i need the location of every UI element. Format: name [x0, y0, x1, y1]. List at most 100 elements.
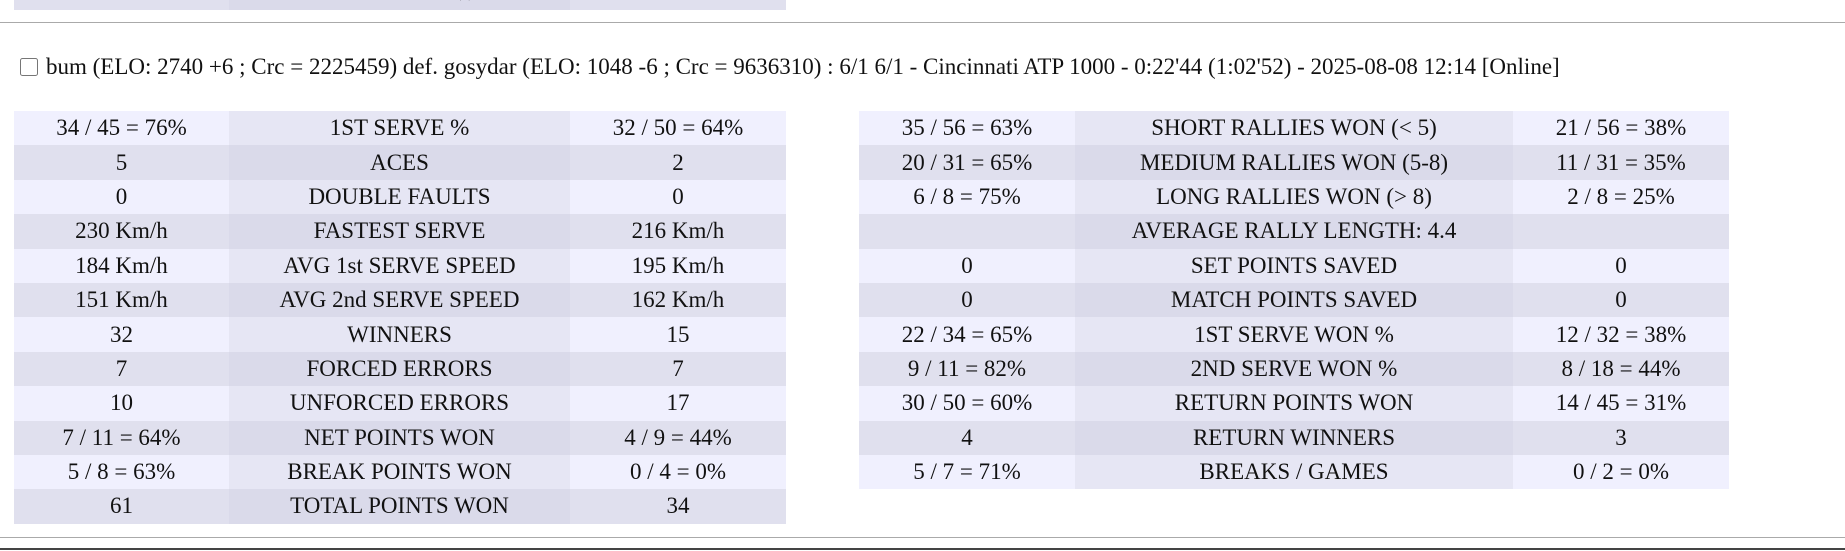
cell: 34 / 45 = 76% — [14, 111, 229, 146]
cell: 230 Km/h — [14, 214, 229, 249]
stats-row: 0 SET POINTS SAVED 0 — [859, 248, 1729, 283]
cell: 162 Km/h — [570, 282, 786, 318]
stats-row: 5 / 7 = 71% BREAKS / GAMES 0 / 2 = 0% — [859, 454, 1729, 490]
stats-row: 22 / 34 = 65% 1ST SERVE WON % 12 / 32 = 38… — [859, 317, 1729, 352]
cell: 0 — [570, 179, 786, 215]
stats-row: 32 WINNERS 15 — [14, 317, 786, 352]
cell: 151 Km/h — [14, 282, 229, 318]
cell: 0 / 2 = 0% — [1513, 454, 1729, 490]
cell: BREAKS / GAMES — [1075, 454, 1513, 490]
cell: 0 — [1513, 248, 1729, 283]
cell: FASTEST SERVE — [229, 214, 570, 249]
stats-row: 5 ACES 2 — [14, 145, 786, 180]
cell: SET POINTS SAVED — [1075, 248, 1513, 283]
cell: DOUBLE FAULTS — [229, 179, 570, 215]
divider — [0, 548, 1845, 550]
cell: RETURN WINNERS — [1075, 420, 1513, 455]
cell: TOTAL POINTS WON — [229, 0, 570, 11]
stats-row: 5 / 8 = 63% BREAK POINTS WON 0 / 4 = 0% — [14, 454, 786, 490]
cell: MATCH POINTS SAVED — [1075, 282, 1513, 318]
stats-row: 151 Km/h AVG 2nd SERVE SPEED 162 Km/h — [14, 282, 786, 318]
cell: 1ST SERVE % — [229, 111, 570, 146]
match-header: bum (ELO: 2740 +6 ; Crc = 2225459) def. … — [20, 54, 1560, 80]
cell: 35 / 56 = 63% — [859, 111, 1075, 146]
stats-row: 35 / 56 = 63% SHORT RALLIES WON (< 5) 21 /… — [859, 111, 1729, 146]
cell: 22 / 34 = 65% — [859, 317, 1075, 352]
cell: 1ST SERVE WON % — [1075, 317, 1513, 352]
cell: 8 / 18 = 44% — [1513, 351, 1729, 387]
cell: TOTAL POINTS WON — [229, 489, 570, 524]
cell: 3 — [1513, 420, 1729, 455]
stats-row: 30 / 50 = 60% RETURN POINTS WON 14 / 45 = … — [859, 386, 1729, 421]
cell: FORCED ERRORS — [229, 351, 570, 387]
cell: 2 / 8 = 25% — [1513, 179, 1729, 215]
select-checkbox[interactable] — [20, 58, 38, 76]
cell: 216 Km/h — [570, 214, 786, 249]
divider — [0, 22, 1845, 23]
stats-row: 184 Km/h AVG 1st SERVE SPEED 195 Km/h — [14, 248, 786, 283]
cell: 5 / 8 = 63% — [14, 454, 229, 490]
stats-row: 9 / 11 = 82% 2ND SERVE WON % 8 / 18 = 44% — [859, 351, 1729, 387]
cell: 14 / 45 = 31% — [1513, 386, 1729, 421]
cell: 61 — [14, 489, 229, 524]
cell: 5 — [14, 145, 229, 180]
cell: AVERAGE RALLY LENGTH: 4.4 — [1075, 214, 1513, 249]
cell: 12 / 32 = 38% — [1513, 317, 1729, 352]
cell: 17 — [570, 386, 786, 421]
cell: 10 — [14, 386, 229, 421]
cell: 0 — [14, 179, 229, 215]
stats-row: 34 / 45 = 76% 1ST SERVE % 32 / 50 = 64% — [14, 111, 786, 146]
cell: 2 — [570, 145, 786, 180]
cell: 184 Km/h — [14, 248, 229, 283]
cell: LONG RALLIES WON (> 8) — [1075, 179, 1513, 215]
stats-table: 35 / 56 = 63% SHORT RALLIES WON (< 5) 21 /… — [859, 111, 1729, 490]
cell: WINNERS — [229, 317, 570, 352]
stats-table: 34 / 45 = 76% 1ST SERVE % 32 / 50 = 64% 5 AC… — [14, 111, 786, 524]
cell: 0 / 4 = 0% — [570, 454, 786, 490]
cell: 195 Km/h — [570, 248, 786, 283]
stats-row: 0 MATCH POINTS SAVED 0 — [859, 282, 1729, 318]
cell: 11 / 31 = 35% — [1513, 145, 1729, 180]
previous-table: TOTAL POINTS WON — [14, 0, 786, 11]
cell: 4 — [859, 420, 1075, 455]
cell: MEDIUM RALLIES WON (5-8) — [1075, 145, 1513, 180]
cell: 30 / 50 = 60% — [859, 386, 1075, 421]
stats-row: 10 UNFORCED ERRORS 17 — [14, 386, 786, 421]
cell — [859, 214, 1075, 249]
cell: SHORT RALLIES WON (< 5) — [1075, 111, 1513, 146]
cell: 0 — [1513, 282, 1729, 318]
cell: 4 / 9 = 44% — [570, 420, 786, 455]
cell: 7 — [14, 351, 229, 387]
stats-row: 7 / 11 = 64% NET POINTS WON 4 / 9 = 44% — [14, 420, 786, 455]
cell: 34 — [570, 489, 786, 524]
cell: 2ND SERVE WON % — [1075, 351, 1513, 387]
stats-row: 7 FORCED ERRORS 7 — [14, 351, 786, 387]
stats-row: 61 TOTAL POINTS WON 34 — [14, 489, 786, 524]
stats-row: 6 / 8 = 75% LONG RALLIES WON (> 8) 2 / 8 =… — [859, 179, 1729, 215]
cell: ACES — [229, 145, 570, 180]
cell: 7 / 11 = 64% — [14, 420, 229, 455]
cell: 0 — [859, 282, 1075, 318]
cell: UNFORCED ERRORS — [229, 386, 570, 421]
cell: AVG 1st SERVE SPEED — [229, 248, 570, 283]
cell: 32 — [14, 317, 229, 352]
stats-row: 0 DOUBLE FAULTS 0 — [14, 179, 786, 215]
cell: 5 / 7 = 71% — [859, 454, 1075, 490]
cell: BREAK POINTS WON — [229, 454, 570, 490]
cell: 0 — [859, 248, 1075, 283]
stats-row: AVERAGE RALLY LENGTH: 4.4 — [859, 214, 1729, 249]
cell: RETURN POINTS WON — [1075, 386, 1513, 421]
divider — [0, 537, 1845, 538]
cell: 9 / 11 = 82% — [859, 351, 1075, 387]
cell — [1513, 214, 1729, 249]
match-summary: bum (ELO: 2740 +6 ; Crc = 2225459) def. … — [46, 54, 1560, 79]
cell: AVG 2nd SERVE SPEED — [229, 282, 570, 318]
cell: 15 — [570, 317, 786, 352]
cell: 6 / 8 = 75% — [859, 179, 1075, 215]
cell: 7 — [570, 351, 786, 387]
cell: 32 / 50 = 64% — [570, 111, 786, 146]
cell: NET POINTS WON — [229, 420, 570, 455]
stats-row: 4 RETURN WINNERS 3 — [859, 420, 1729, 455]
stats-row: 20 / 31 = 65% MEDIUM RALLIES WON (5-8) 11 … — [859, 145, 1729, 180]
